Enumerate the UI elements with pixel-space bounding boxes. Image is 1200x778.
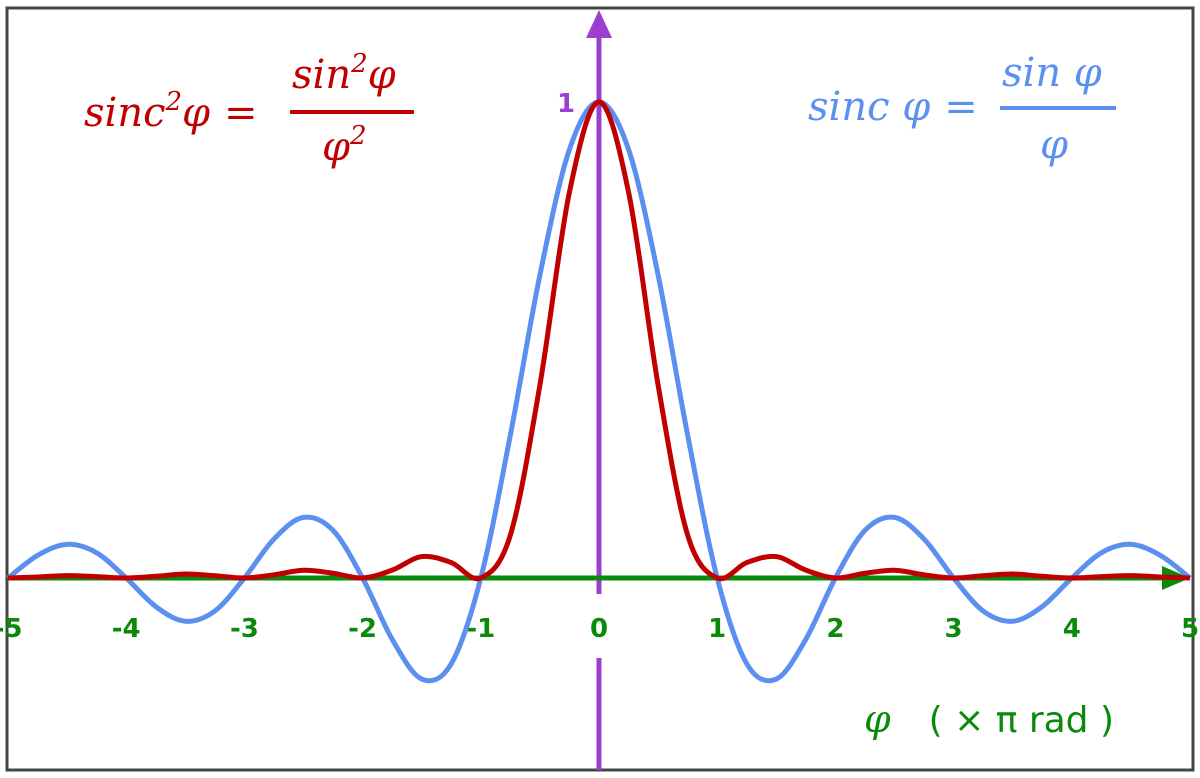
- svg-text:φ: φ: [1040, 122, 1068, 168]
- y-tick-1: 1: [557, 89, 575, 119]
- x-tick-label: -4: [112, 614, 141, 644]
- x-tick-label: -3: [230, 614, 259, 644]
- svg-text:sin φ: sin φ: [1002, 50, 1102, 96]
- x-tick-label: 2: [826, 614, 844, 644]
- x-axis-label: φ( × π rad ): [864, 697, 1114, 741]
- x-tick-label: 5: [1181, 614, 1199, 644]
- sinc-equation: sinc φ = sin φ φ: [808, 50, 1116, 168]
- fraction-bar: [290, 110, 414, 114]
- y-axis-arrow: [586, 10, 612, 38]
- svg-text:sinc φ=: sinc φ =: [808, 84, 978, 130]
- x-tick-label: -5: [0, 614, 22, 644]
- eq-lhs: sinc: [84, 90, 165, 136]
- x-tick-label: 0: [590, 614, 608, 644]
- x-tick-label: -2: [348, 614, 377, 644]
- x-tick-label: 1: [708, 614, 726, 644]
- sinc-squared-curve: [7, 99, 1191, 582]
- svg-text:sinc2φ=: sinc2φ =: [84, 87, 258, 136]
- x-tick-label: 3: [945, 614, 963, 644]
- x-tick-label: 4: [1063, 614, 1081, 644]
- sinc-squared-equation: sinc2φ = sin2φ φ2: [84, 49, 414, 170]
- svg-text:φ2: φ2: [322, 121, 367, 170]
- fraction-bar: [1000, 106, 1116, 110]
- svg-text:sin2φ: sin2φ: [292, 49, 396, 98]
